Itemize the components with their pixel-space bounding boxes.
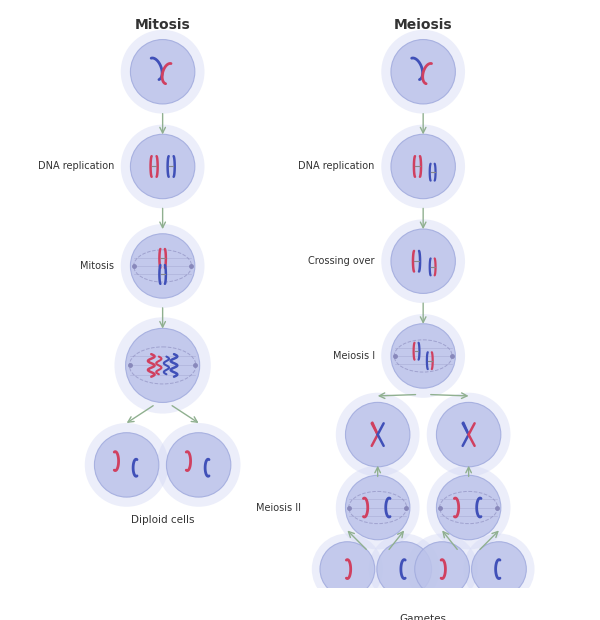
Circle shape: [381, 125, 465, 208]
Circle shape: [125, 329, 200, 402]
Circle shape: [391, 229, 455, 293]
Circle shape: [130, 234, 195, 298]
Circle shape: [391, 40, 455, 104]
Circle shape: [381, 219, 465, 303]
Circle shape: [377, 542, 431, 596]
Circle shape: [391, 135, 455, 198]
Circle shape: [381, 30, 465, 113]
Circle shape: [320, 542, 375, 596]
Circle shape: [336, 466, 419, 549]
Text: Meiosis: Meiosis: [394, 18, 452, 32]
Circle shape: [346, 402, 410, 467]
Circle shape: [427, 466, 511, 549]
Circle shape: [130, 40, 195, 104]
Circle shape: [121, 125, 205, 208]
Circle shape: [115, 317, 211, 414]
Circle shape: [368, 534, 440, 604]
Circle shape: [407, 534, 478, 604]
Text: DNA replication: DNA replication: [298, 161, 375, 172]
Circle shape: [312, 534, 383, 604]
Text: Diploid cells: Diploid cells: [131, 515, 194, 525]
Text: Mitosis: Mitosis: [135, 18, 191, 32]
Circle shape: [157, 423, 241, 507]
Text: Meiosis I: Meiosis I: [333, 351, 375, 361]
Circle shape: [381, 314, 465, 398]
Text: Meiosis II: Meiosis II: [256, 503, 301, 513]
Circle shape: [436, 476, 501, 540]
Circle shape: [463, 534, 535, 604]
Circle shape: [94, 433, 159, 497]
Text: Gametes: Gametes: [400, 614, 446, 620]
Circle shape: [436, 402, 501, 467]
Circle shape: [121, 224, 205, 308]
Text: Crossing over: Crossing over: [308, 256, 375, 266]
Circle shape: [130, 135, 195, 198]
Circle shape: [415, 542, 469, 596]
Circle shape: [85, 423, 169, 507]
Circle shape: [166, 433, 231, 497]
Text: Mitosis: Mitosis: [80, 261, 115, 271]
Text: DNA replication: DNA replication: [38, 161, 115, 172]
Circle shape: [346, 476, 410, 540]
Circle shape: [472, 542, 526, 596]
Circle shape: [336, 392, 419, 476]
Circle shape: [121, 30, 205, 113]
Circle shape: [427, 392, 511, 476]
Circle shape: [391, 324, 455, 388]
